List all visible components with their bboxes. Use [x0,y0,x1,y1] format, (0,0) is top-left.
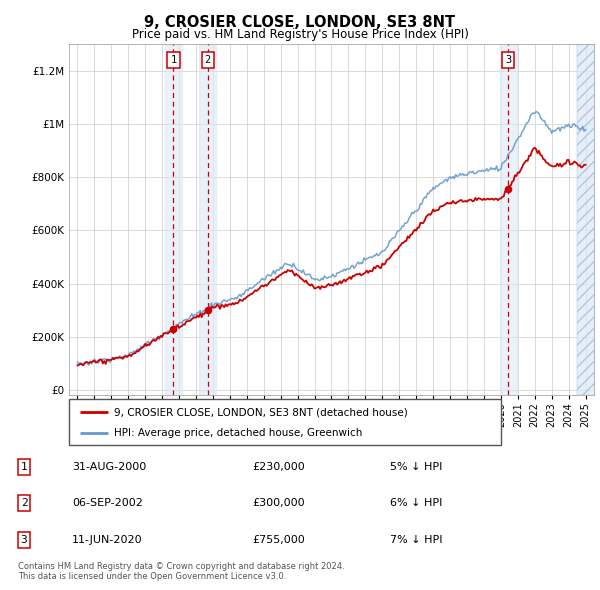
Bar [165,44,182,395]
Text: 9, CROSIER CLOSE, LONDON, SE3 8NT (detached house): 9, CROSIER CLOSE, LONDON, SE3 8NT (detac… [115,407,408,417]
Text: Contains HM Land Registry data © Crown copyright and database right 2024.
This d: Contains HM Land Registry data © Crown c… [18,562,344,581]
Text: 11-JUN-2020: 11-JUN-2020 [72,535,143,545]
Text: 3: 3 [505,55,511,65]
Bar [199,44,216,395]
Bar [577,44,596,395]
Text: 2: 2 [20,498,28,508]
Text: £300,000: £300,000 [252,498,305,508]
Text: 1: 1 [20,462,28,472]
Text: 2: 2 [205,55,211,65]
Bar [500,44,517,395]
Text: 9, CROSIER CLOSE, LONDON, SE3 8NT: 9, CROSIER CLOSE, LONDON, SE3 8NT [145,15,455,30]
Text: 1: 1 [170,55,176,65]
Text: £755,000: £755,000 [252,535,305,545]
Bar [577,44,596,395]
Text: 6% ↓ HPI: 6% ↓ HPI [390,498,442,508]
Text: 5% ↓ HPI: 5% ↓ HPI [390,462,442,472]
Text: Price paid vs. HM Land Registry's House Price Index (HPI): Price paid vs. HM Land Registry's House … [131,28,469,41]
Text: 7% ↓ HPI: 7% ↓ HPI [390,535,443,545]
Text: 31-AUG-2000: 31-AUG-2000 [72,462,146,472]
Text: 3: 3 [20,535,28,545]
Text: 06-SEP-2002: 06-SEP-2002 [72,498,143,508]
Text: £230,000: £230,000 [252,462,305,472]
Text: HPI: Average price, detached house, Greenwich: HPI: Average price, detached house, Gree… [115,428,363,438]
FancyBboxPatch shape [69,399,501,445]
